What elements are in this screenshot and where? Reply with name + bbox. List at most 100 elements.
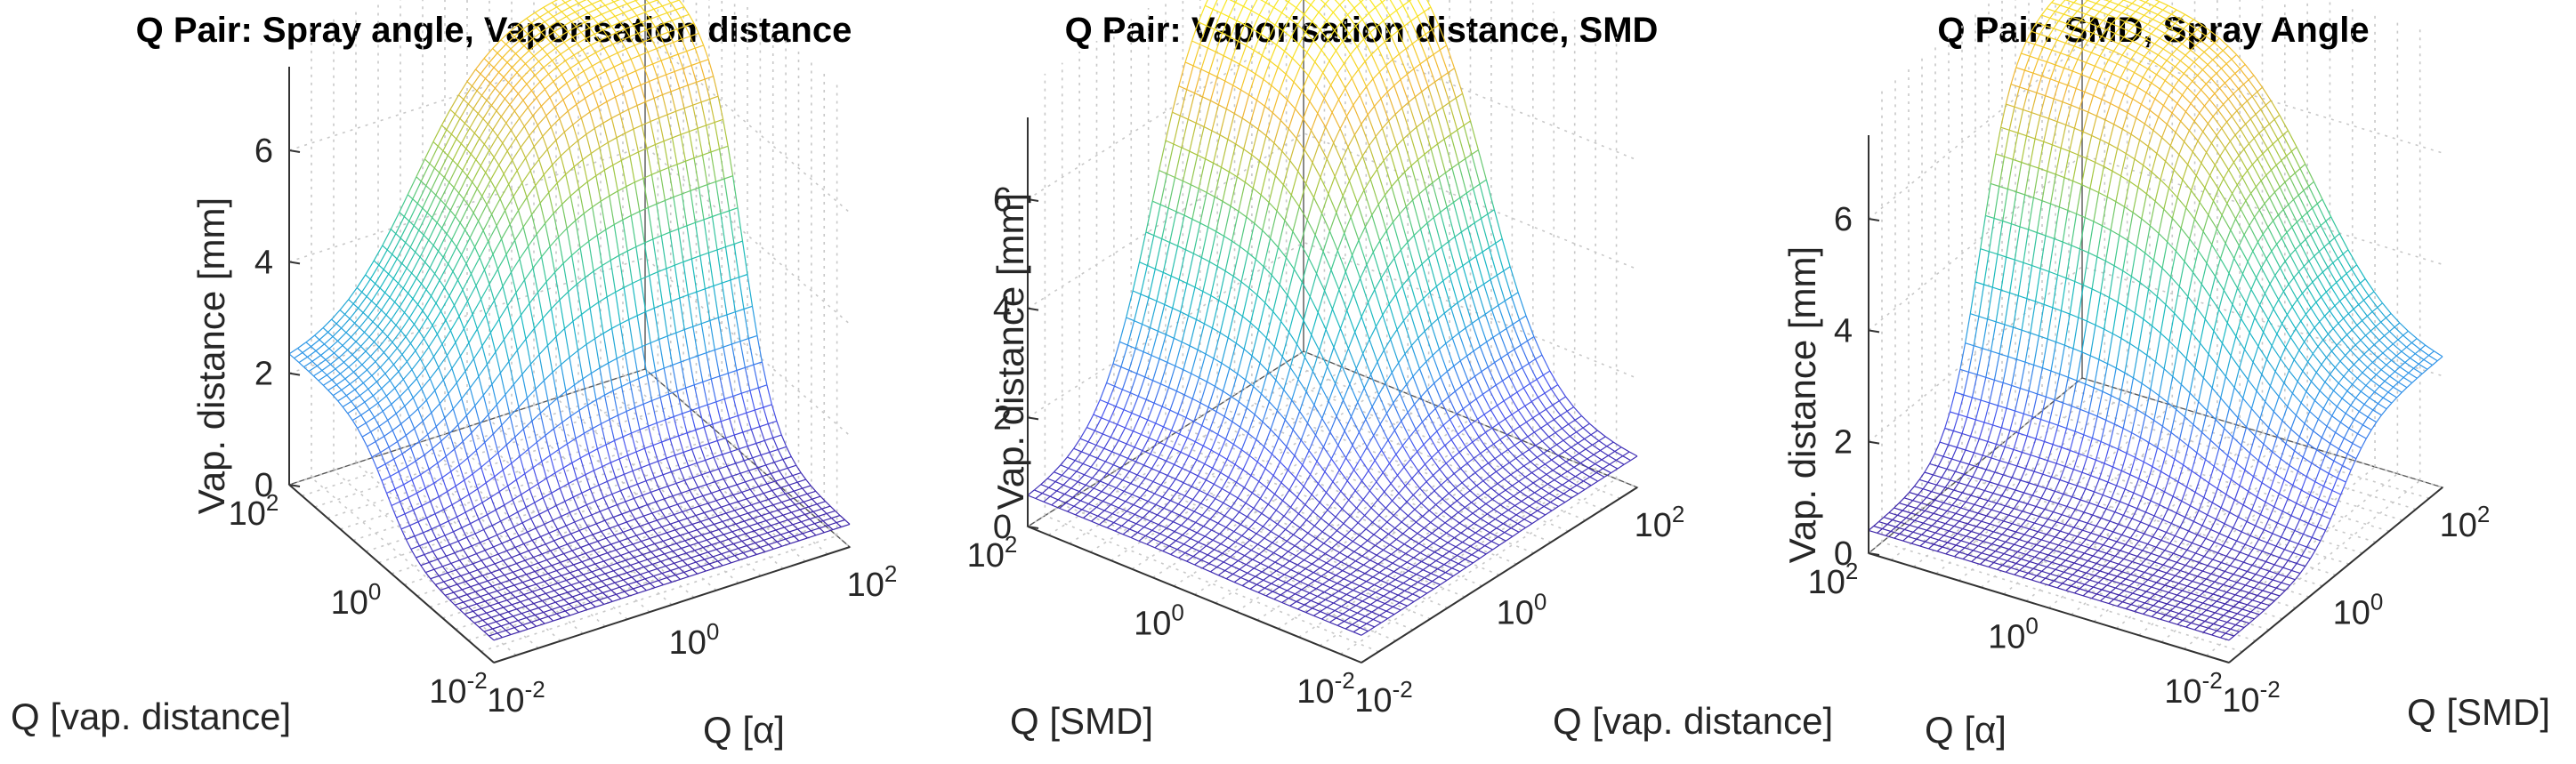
surface-mesh-line [537,607,545,613]
surface-mesh-line [709,471,716,482]
surface-mesh-line [585,37,592,46]
surface-mesh-line [446,216,456,235]
surface-mesh-line [524,556,534,561]
y-tick-label: 10-2 [429,667,487,711]
surface-mesh-line [506,597,516,601]
surface-mesh-line [626,454,634,471]
surface-mesh-line [1296,24,1306,33]
surface-mesh-line [567,591,573,598]
surface-mesh-line [1412,193,1420,201]
surface-mesh-line [456,370,466,383]
surface-mesh-line [549,89,559,99]
surface-mesh-line [1251,129,1259,156]
surface-mesh-line [1181,119,1189,149]
surface-mesh-line [755,510,762,517]
surface-mesh-line [661,5,668,13]
surface-mesh-line [592,60,602,67]
subplot-1-zlabel: Vap. distance [mm] [190,197,232,514]
surface-mesh-line [1320,39,1329,51]
surface-mesh-line [455,342,461,357]
surface-mesh-line [1265,2,1274,8]
surface-mesh-line [477,569,483,576]
surface-mesh-line [339,310,345,315]
surface-mesh-line [553,617,562,622]
surface-mesh-line [442,379,449,394]
surface-mesh-line [1442,275,1450,282]
surface-mesh-line [1249,123,1259,130]
surface-mesh-line [1244,154,1253,183]
surface-mesh-line [473,578,480,584]
surface-mesh-line [746,498,752,506]
surface-mesh-line [610,117,618,138]
surface-mesh-line [723,119,729,147]
surface-mesh-line [682,36,690,40]
surface-mesh-line [580,32,587,39]
surface-mesh-line [692,105,699,129]
surface-mesh-line [713,524,720,530]
surface-mesh-line [1433,81,1443,108]
surface-mesh-line [367,317,374,323]
surface-mesh-line [1310,4,1320,13]
surface-mesh-line [497,444,507,454]
surface-mesh-line [544,519,553,526]
surface-mesh-line [424,141,434,160]
surface-mesh-line [619,537,628,543]
surface-mesh-line [459,117,465,125]
surface-mesh-line [682,508,691,512]
surface-mesh-line [682,511,688,519]
surface-mesh-line [566,576,576,582]
surface-mesh-line [489,590,497,595]
surface-mesh-line [751,306,758,336]
surface-mesh-line [665,517,671,525]
surface-mesh-line [650,15,659,20]
surface-mesh-line [536,623,545,627]
surface-mesh-line [449,94,460,110]
surface-mesh-line [569,357,576,385]
surface-mesh-line [828,525,834,531]
surface-mesh-line [562,92,572,101]
surface-mesh-line [498,318,505,340]
surface-mesh-line [664,200,671,233]
surface-mesh-line [656,419,666,424]
surface-mesh-line [505,627,515,631]
surface-mesh-line [1353,104,1362,125]
surface-mesh-line [568,284,577,293]
surface-mesh-line [470,257,480,275]
surface-mesh-line [359,388,369,397]
surface-mesh-line [383,342,393,353]
surface-mesh-line [1543,370,1551,376]
surface-mesh-line [484,550,490,559]
surface-mesh-line [577,600,583,607]
surface-mesh-line [1129,373,1138,393]
surface-mesh-line [1385,65,1395,86]
surface-mesh-line [441,210,451,229]
surface-mesh-line [1079,427,1087,439]
surface-mesh-line [1417,0,1425,12]
surface-mesh-line [460,499,466,513]
surface-mesh-line [453,527,463,533]
surface-mesh-line [660,235,667,269]
surface-mesh-line [674,71,681,89]
surface-mesh-line [691,255,701,260]
surface-mesh-line [664,42,674,46]
surface-mesh-line [677,552,687,557]
surface-mesh-line [342,406,349,414]
floor-grid-line [1110,384,1388,561]
surface-mesh-line [570,16,580,22]
surface-mesh-line [338,350,348,358]
surface-mesh-line [559,487,566,502]
surface-mesh-line [1375,136,1385,161]
surface-mesh-line [717,512,727,517]
surface-mesh-line [1194,257,1202,288]
surface-mesh-line [683,6,690,15]
surface-mesh-line [455,215,461,223]
surface-mesh-line [297,342,307,350]
surface-mesh-line [425,399,432,414]
surface-mesh-line [603,48,610,58]
surface-mesh-line [435,538,442,549]
surface-mesh-line [483,529,489,540]
surface-mesh-line [520,147,527,158]
surface-mesh-line [366,283,376,297]
surface-mesh-line [747,512,754,519]
